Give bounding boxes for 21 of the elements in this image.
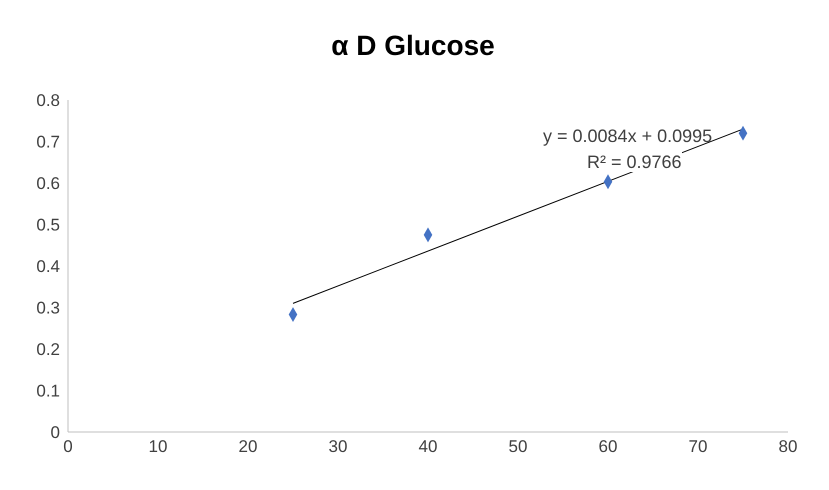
y-tick-label: 0.3 xyxy=(36,298,60,318)
y-tick-label: 0.4 xyxy=(36,257,60,276)
x-tick-label: 30 xyxy=(328,437,348,456)
x-tick-label: 50 xyxy=(508,437,528,456)
y-tick-label: 0.6 xyxy=(36,174,60,194)
x-tick-label: 40 xyxy=(418,437,438,456)
y-tick-label: 0.8 xyxy=(36,91,60,110)
x-tick-label: 20 xyxy=(238,437,258,456)
annotation: R² = 0.9766 xyxy=(587,152,682,172)
y-tick-label: 0 xyxy=(50,423,60,442)
chart-title: α D Glucose xyxy=(330,30,496,62)
x-tick-label: 0 xyxy=(63,437,73,456)
annotation: y = 0.0084x + 0.0995 xyxy=(543,126,712,146)
y-tick-label: 0.7 xyxy=(36,132,60,152)
x-tick-label: 60 xyxy=(598,437,618,456)
y-tick-label: 0.1 xyxy=(36,382,60,401)
x-tick-label: 70 xyxy=(688,437,708,456)
x-tick-label: 10 xyxy=(148,437,168,456)
y-tick-label: 0.2 xyxy=(36,340,60,360)
y-tick-label: 0.5 xyxy=(36,216,60,235)
x-tick-label: 80 xyxy=(778,437,798,456)
